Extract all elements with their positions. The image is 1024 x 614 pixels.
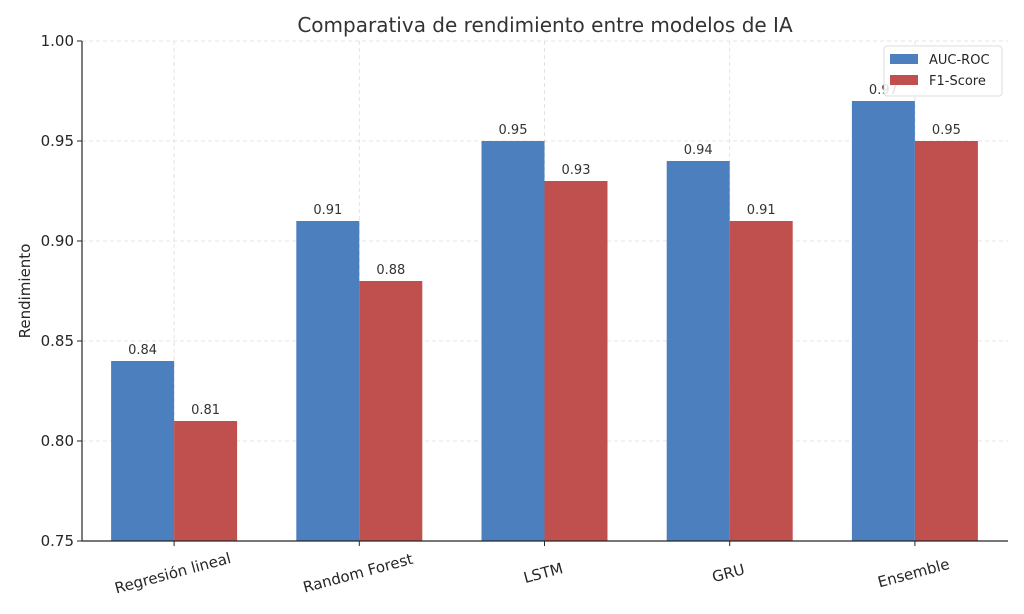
bars [111, 101, 978, 541]
value-label: 0.93 [562, 163, 591, 178]
x-tick-label: Random Forest [301, 550, 415, 597]
bar-auc-roc [481, 141, 545, 541]
legend-swatch [890, 54, 918, 64]
legend-label: AUC-ROC [929, 53, 990, 68]
y-tick-label: 0.75 [41, 532, 74, 550]
bar-auc-roc [111, 361, 175, 541]
value-label: 0.81 [191, 403, 220, 418]
bar-f1-score [174, 421, 238, 541]
x-tick-label: Ensemble [876, 555, 952, 591]
value-labels: 0.840.910.950.940.970.810.880.930.910.95 [128, 83, 961, 418]
bar-auc-roc [296, 221, 360, 541]
x-tick-label: Regresión lineal [113, 549, 233, 597]
bar-f1-score [359, 281, 423, 541]
bar-f1-score [544, 181, 608, 541]
legend-label: F1-Score [929, 74, 986, 89]
bar-auc-roc [851, 101, 915, 541]
y-tick-label: 0.95 [41, 132, 74, 150]
legend-swatch [890, 75, 918, 85]
x-tick-label: GRU [710, 560, 747, 586]
value-label: 0.94 [684, 143, 713, 158]
value-label: 0.84 [128, 343, 157, 358]
y-tick-label: 0.90 [41, 232, 74, 250]
value-label: 0.95 [499, 123, 528, 138]
value-label: 0.91 [313, 203, 342, 218]
y-axis-ticks: 0.75 0.80 0.85 0.90 0.95 1.00 [41, 32, 82, 550]
value-label: 0.91 [747, 203, 776, 218]
value-label: 0.95 [932, 123, 961, 138]
y-axis-label: Rendimiento [16, 244, 34, 339]
legend: AUC-ROC F1-Score [883, 45, 1003, 97]
chart-title: Comparativa de rendimiento entre modelos… [297, 13, 793, 37]
x-axis-ticks: Regresión lineal Random Forest LSTM GRU Ense… [113, 541, 952, 597]
value-label: 0.88 [376, 263, 405, 278]
y-tick-label: 0.80 [41, 432, 74, 450]
bar-f1-score [729, 221, 793, 541]
y-tick-label: 0.85 [41, 332, 74, 350]
x-tick-label: LSTM [522, 559, 565, 587]
bar-f1-score [914, 141, 978, 541]
y-tick-label: 1.00 [41, 32, 74, 50]
bar-auc-roc [666, 161, 730, 541]
